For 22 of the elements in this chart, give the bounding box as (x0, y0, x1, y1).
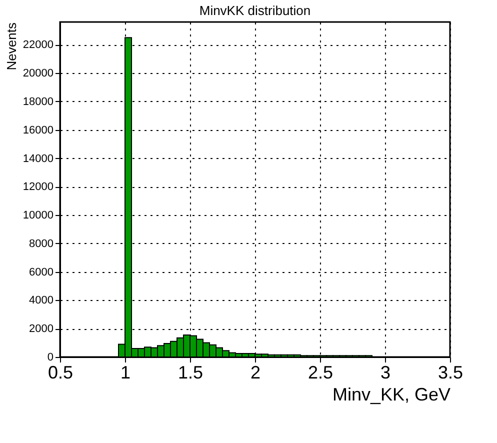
x-tick-label: 3.5 (438, 362, 464, 382)
chart-title: MinvKK distribution (199, 3, 311, 18)
x-tick-label: 1.5 (178, 362, 204, 382)
x-tick-label: 2 (250, 362, 261, 382)
y-tick-label: 2000 (29, 323, 54, 336)
y-tick-label: 14000 (22, 152, 54, 165)
x-tick-label: 1 (120, 362, 131, 382)
y-tick-label: 22000 (22, 39, 54, 52)
y-tick-label: 0 (47, 352, 54, 364)
y-tick-label: 8000 (29, 238, 54, 250)
y-tick-label: 18000 (22, 96, 54, 108)
x-axis-title: Minv_KK, GeV (332, 384, 450, 404)
y-axis-title: Nevents (4, 22, 19, 70)
y-tick-label: 10000 (22, 210, 54, 222)
y-tick-label: 20000 (22, 68, 54, 80)
x-tick-label: 0.5 (48, 362, 74, 382)
y-tick-label: 12000 (22, 181, 54, 194)
x-tick-label: 3 (380, 362, 391, 382)
y-tick-label: 16000 (22, 124, 54, 136)
y-tick-label: 4000 (29, 294, 54, 307)
x-tick-label: 2.5 (308, 362, 334, 382)
y-tick-label: 6000 (29, 266, 54, 278)
